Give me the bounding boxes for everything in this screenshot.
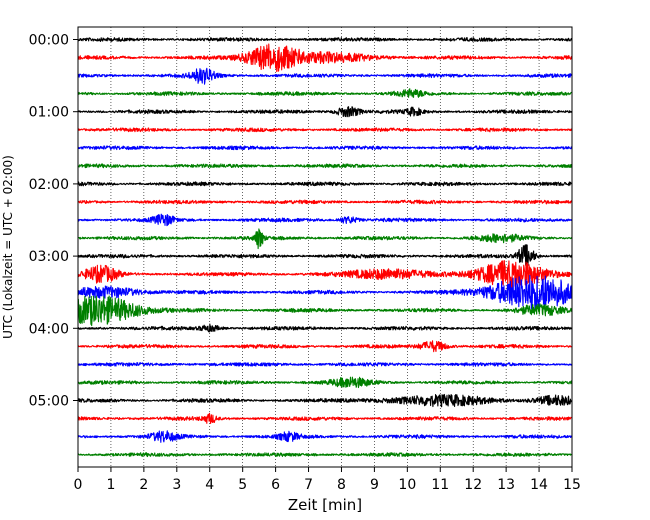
x-axis-ticks: 0 1 2 3 4 5 6 7 8 9 10 11 12 13 14 15 [74,467,581,493]
y-tick-label: 05:00 [29,394,69,410]
y-tick-label: 02:00 [29,177,69,193]
y-axis-label: UTC (Lokalzeit = UTC + 02:00) [1,155,15,339]
trace-row-14 [77,274,573,311]
trace-row-7 [77,163,573,169]
trace-row-2 [77,67,573,85]
trace-row-18 [77,362,573,367]
x-tick-label: 11 [431,477,449,493]
trace-row-6 [77,145,573,151]
plot-frame [77,26,573,468]
x-tick-label: 0 [74,477,83,493]
x-tick-label: 4 [205,477,214,493]
trace-row-3 [77,88,573,98]
trace-row-1 [77,43,573,73]
seismic-traces [77,36,573,458]
x-tick-label: 6 [271,477,280,493]
x-tick-label: 5 [238,477,247,493]
trace-row-9 [77,199,573,205]
trace-row-4 [77,106,573,118]
trace-row-15 [77,295,573,327]
trace-row-20 [77,393,573,408]
trace-row-13 [77,260,573,290]
x-tick-label: 2 [139,477,148,493]
x-tick-label: 13 [497,477,515,493]
trace-row-22 [77,430,573,443]
trace-row-16 [77,323,573,333]
trace-row-0 [77,36,573,42]
x-tick-label: 3 [172,477,181,493]
y-tick-label: 04:00 [29,321,69,337]
x-tick-label: 9 [370,477,379,493]
x-tick-label: 12 [464,477,482,493]
trace-row-23 [77,452,573,458]
x-tick-label: 8 [337,477,346,493]
trace-row-10 [77,213,573,227]
trace-row-21 [77,412,573,425]
trace-row-12 [77,244,573,268]
x-tick-label: 7 [304,477,313,493]
y-tick-label: 01:00 [29,105,69,121]
y-tick-label: 03:00 [29,249,69,265]
x-tick-label: 1 [106,477,115,493]
trace-row-17 [77,340,573,353]
x-tick-label: 14 [530,477,548,493]
x-axis-label: Zeit [min] [288,496,362,514]
trace-row-5 [77,127,573,133]
trace-row-11 [77,228,573,250]
trace-row-19 [77,376,573,389]
y-tick-label: 00:00 [29,33,69,49]
trace-row-8 [77,181,573,187]
x-tick-label: 10 [398,477,416,493]
y-axis-ticks: 00:00 01:00 02:00 03:00 04:00 05:00 [29,33,78,410]
x-tick-label: 15 [563,477,581,493]
